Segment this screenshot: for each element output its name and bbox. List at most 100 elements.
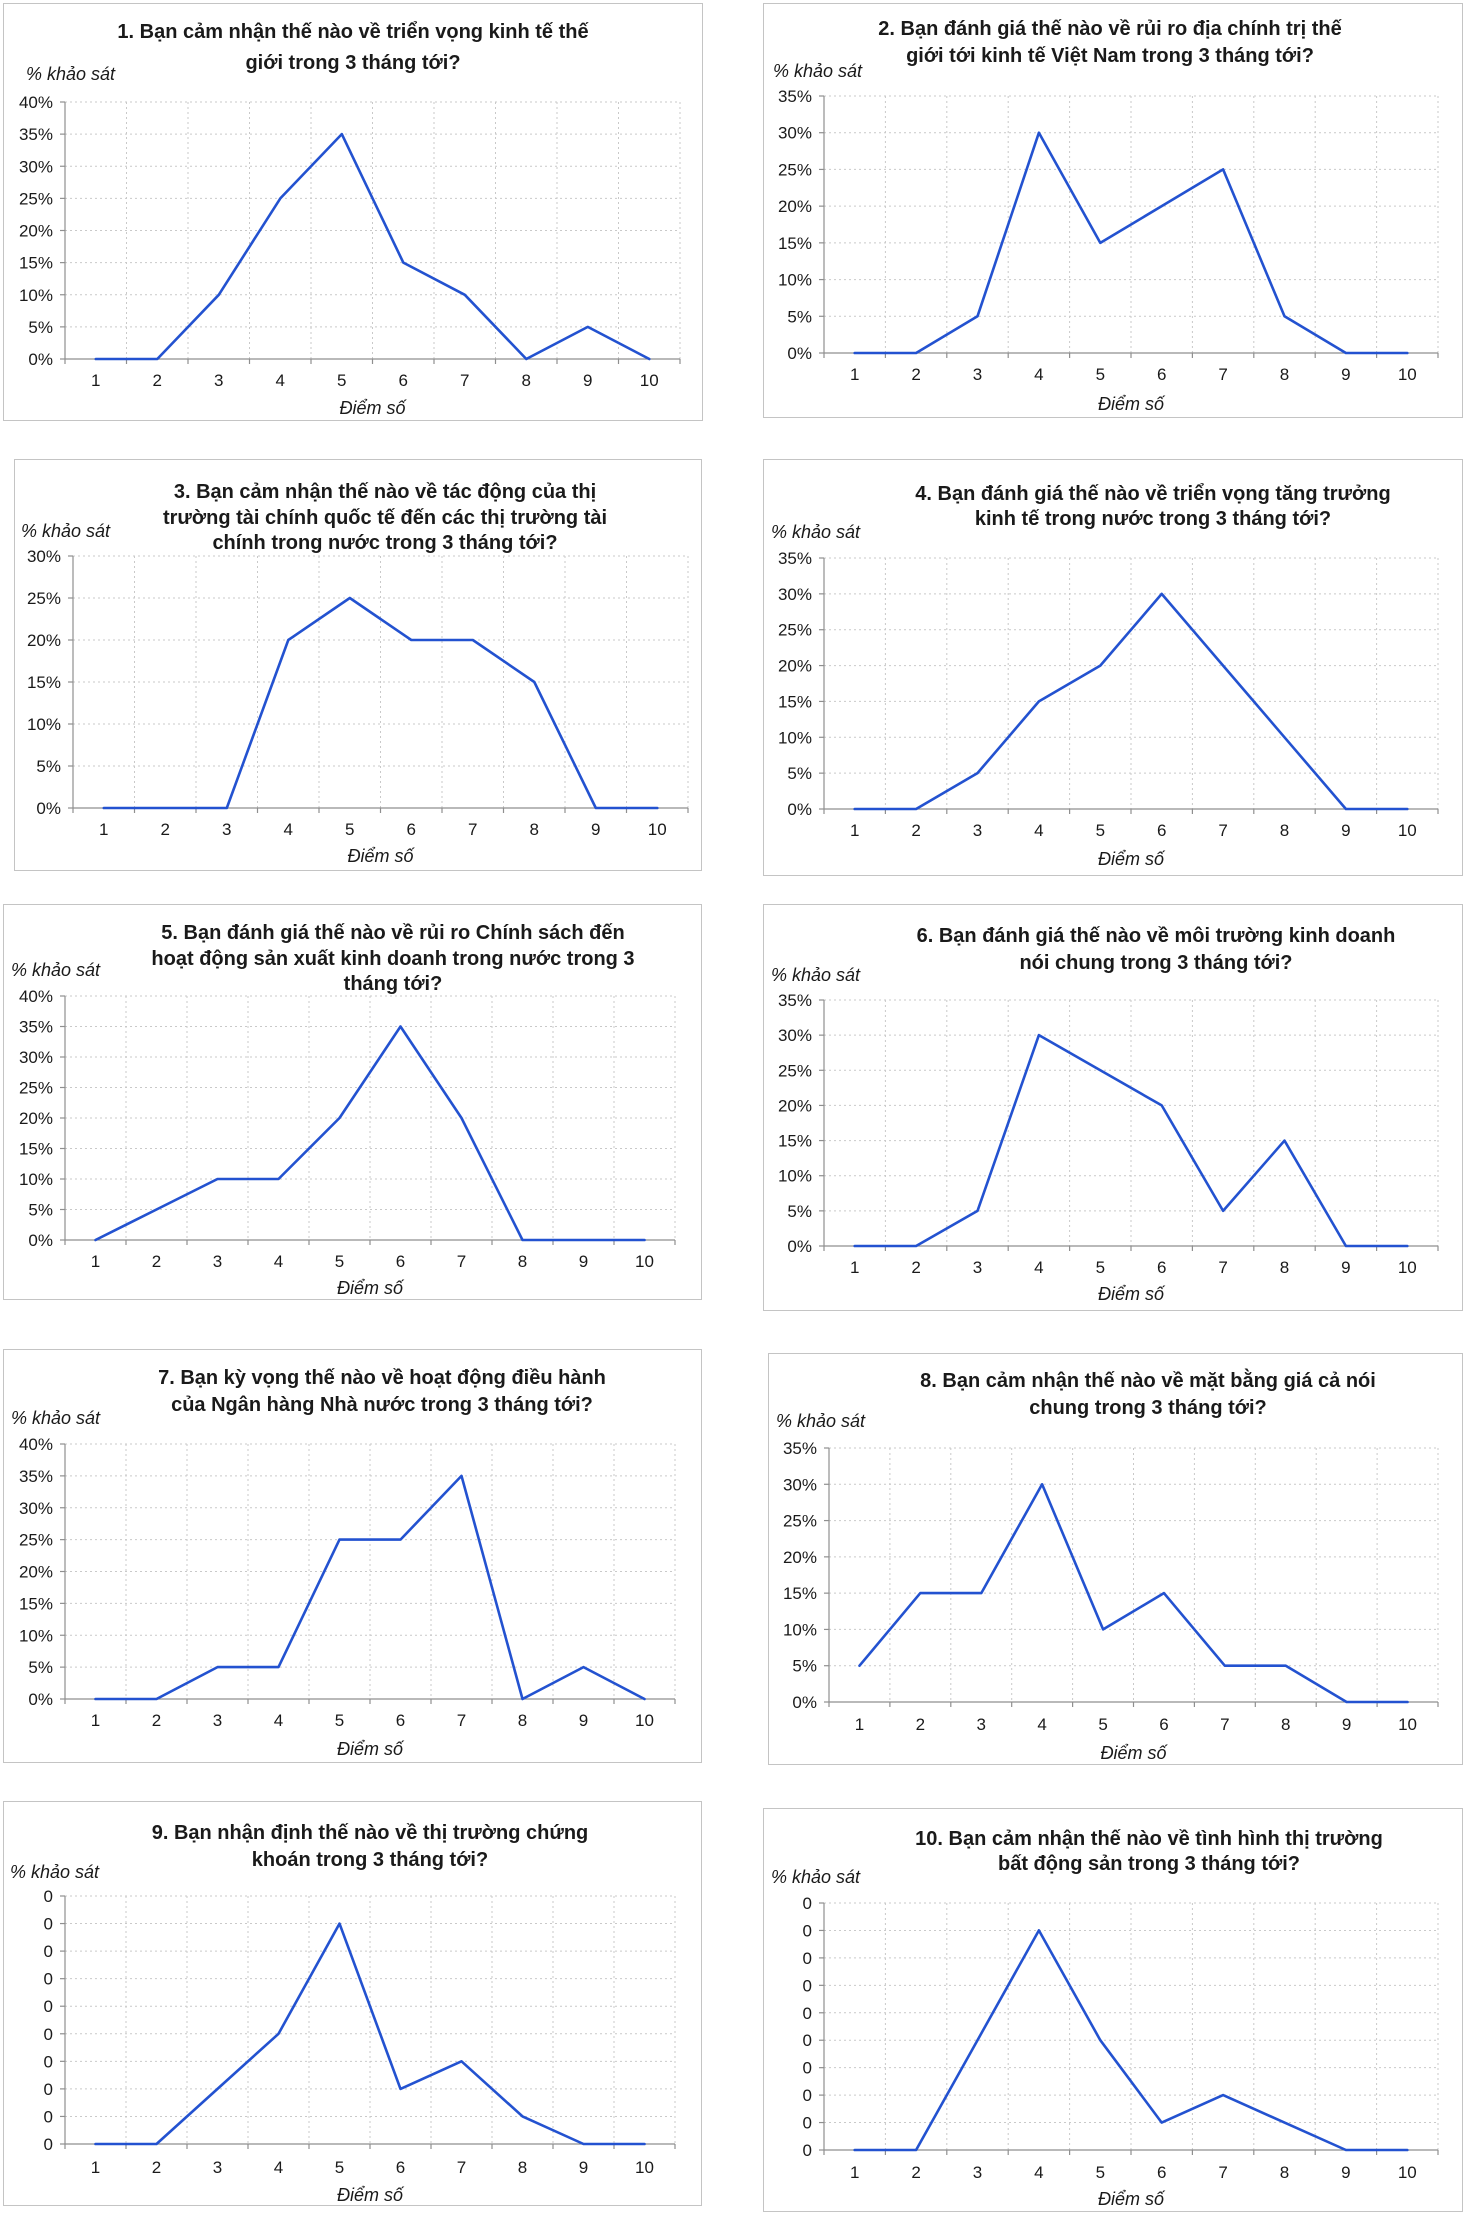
x-tick-label: 6: [1159, 1715, 1168, 1734]
x-tick-label: 2: [153, 371, 162, 390]
gridlines: [824, 1902, 1439, 2150]
y-tick-label: 25%: [19, 1079, 53, 1098]
y-tick-label: 0: [44, 2135, 53, 2154]
y-tick-label: 10%: [19, 1626, 53, 1645]
x-tick-label: 10: [635, 1252, 654, 1271]
x-tick-label: 8: [518, 2158, 527, 2177]
x-tick-label: 6: [1157, 2163, 1166, 2182]
x-axis-title: Điểm số: [337, 2185, 405, 2205]
x-tick-label: 6: [407, 820, 416, 839]
y-tick-label: 25%: [27, 589, 61, 608]
x-tick-label: 8: [1280, 821, 1289, 840]
y-tick-label: 5%: [787, 307, 812, 326]
y-tick-label: 35%: [19, 1467, 53, 1486]
x-axis-title: Điểm số: [337, 1278, 405, 1298]
series-line: [94, 1922, 646, 2146]
x-tick-label: 8: [518, 1252, 527, 1271]
y-tick-label: 40%: [19, 93, 53, 112]
x-axis-title: Điểm số: [339, 398, 407, 418]
x-tick-label: 5: [335, 2158, 344, 2177]
y-tick-label: 0: [44, 1887, 53, 1906]
series-line: [853, 592, 1409, 811]
y-tick-label: 0: [803, 2141, 812, 2160]
x-tick-label: 8: [1280, 2163, 1289, 2182]
y-tick-label: 25%: [778, 621, 812, 640]
y-tick-label: 5%: [36, 757, 61, 776]
gridlines: [65, 1443, 676, 1699]
chart-6-canvas: 0% 5% 10% 15% 20% 25% 30% 35% 1 2 3 4 5 6 7 8 9 10 % khảo …: [771, 925, 1439, 1304]
y-tick-label: 30%: [778, 585, 812, 604]
y-tick-label: 25%: [778, 1061, 812, 1080]
x-tick-label: 1: [91, 2158, 100, 2177]
x-tick-label: 3: [977, 1715, 986, 1734]
y-tick-label: 5%: [28, 318, 53, 337]
chart-2-canvas: 0% 5% 10% 15% 20% 25% 30% 35% 1 2 3 4 5 6 7 8 9 10 % khảo …: [773, 18, 1439, 414]
chart-title-line: tháng tới?: [344, 973, 443, 995]
gridlines: [65, 1895, 676, 2144]
x-tick-label: 10: [635, 2158, 654, 2177]
y-tick-label: 10%: [778, 271, 812, 290]
x-tick-label: 5: [337, 371, 346, 390]
x-tick-label: 8: [1280, 1258, 1289, 1277]
y-tick-label: 40%: [19, 987, 53, 1006]
x-tick-label: 3: [213, 2158, 222, 2177]
x-tick-label: 9: [1341, 365, 1350, 384]
y-axis-title: % khảo sát: [771, 1867, 861, 1887]
chart-title-line: 2. Bạn đánh giá thế nào về rủi ro địa ch…: [878, 18, 1342, 40]
chart-title: 6. Bạn đánh giá thế nào về môi trường ki…: [917, 925, 1396, 974]
y-tick-label: 0: [803, 1921, 812, 1940]
gridlines: [829, 1447, 1439, 1702]
x-tick-label: 10: [1398, 2163, 1417, 2182]
y-tick-label: 0%: [36, 799, 61, 818]
chart-title-line: 9. Bạn nhận định thế nào về thị trường c…: [152, 1822, 589, 1844]
chart-title: 10. Bạn cảm nhận thế nào về tình hình th…: [915, 1828, 1383, 1875]
x-tick-label: 1: [91, 371, 100, 390]
y-tick-label: 40%: [19, 1435, 53, 1454]
chart-title-line: khoán trong 3 tháng tới?: [252, 1849, 488, 1871]
y-tick-label: 0%: [28, 1690, 53, 1709]
x-tick-label: 7: [468, 820, 477, 839]
y-tick-label: 10%: [778, 1167, 812, 1186]
series-line: [94, 1025, 646, 1242]
chart-8-canvas: 0% 5% 10% 15% 20% 25% 30% 35% 1 2 3 4 5 6 7 8 9 10 % khảo …: [776, 1368, 1439, 1763]
y-tick-label: 35%: [778, 87, 812, 106]
x-tick-label: 10: [648, 820, 667, 839]
x-tick-label: 5: [1098, 1715, 1107, 1734]
y-tick-label: 10%: [778, 728, 812, 747]
y-tick-label: 25%: [19, 189, 53, 208]
y-tick-label: 0: [44, 2052, 53, 2071]
chart-10-canvas: 0 0 0 0 0 0 0 0 0 0 1 2 3 4 5 6 7 8 9 10 % khảo sát Điểm số 10…: [771, 1828, 1439, 2209]
x-tick-label: 1: [850, 2163, 859, 2182]
x-tick-label: 1: [850, 1258, 859, 1277]
x-tick-label: 4: [1034, 1258, 1043, 1277]
x-tick-label: 3: [213, 1252, 222, 1271]
x-tick-label: 10: [635, 1711, 654, 1730]
x-tick-label: 10: [1398, 1258, 1417, 1277]
y-tick-label: 30%: [27, 547, 61, 566]
x-tick-label: 9: [579, 2158, 588, 2177]
y-tick-label: 10%: [19, 1170, 53, 1189]
series-line: [858, 1483, 1409, 1704]
y-tick-label: 15%: [19, 1140, 53, 1159]
y-tick-label: 0%: [792, 1693, 817, 1712]
chart-title-line: trường tài chính quốc tế đến các thị trư…: [163, 507, 607, 529]
y-tick-label: 5%: [792, 1657, 817, 1676]
x-tick-label: 9: [583, 371, 592, 390]
y-axis-title: % khảo sát: [10, 1862, 100, 1882]
x-tick-label: 3: [973, 821, 982, 840]
x-tick-label: 8: [1281, 1715, 1290, 1734]
y-tick-label: 0: [44, 1915, 53, 1934]
chart-1-canvas: 0% 5% 10% 15% 20% 25% 30% 35% 40% 1 2 3 4 5 6 7 8 9 10 % kh…: [19, 21, 681, 418]
x-tick-label: 3: [973, 2163, 982, 2182]
y-axis-title: % khảo sát: [771, 965, 861, 985]
x-tick-label: 4: [274, 1711, 283, 1730]
chart-panel-10: 0 0 0 0 0 0 0 0 0 0 1 2 3 4 5 6 7 8 9 10 % khảo sát Điểm số 10…: [763, 1808, 1463, 2212]
y-tick-label: 30%: [783, 1475, 817, 1494]
y-tick-label: 35%: [778, 549, 812, 568]
x-tick-label: 9: [579, 1252, 588, 1271]
y-tick-label: 10%: [19, 286, 53, 305]
gridlines: [65, 101, 681, 359]
y-tick-label: 0: [803, 2031, 812, 2050]
chart-title-line: 4. Bạn đánh giá thế nào về triển vọng tă…: [915, 483, 1390, 505]
y-tick-label: 0%: [787, 1237, 812, 1256]
